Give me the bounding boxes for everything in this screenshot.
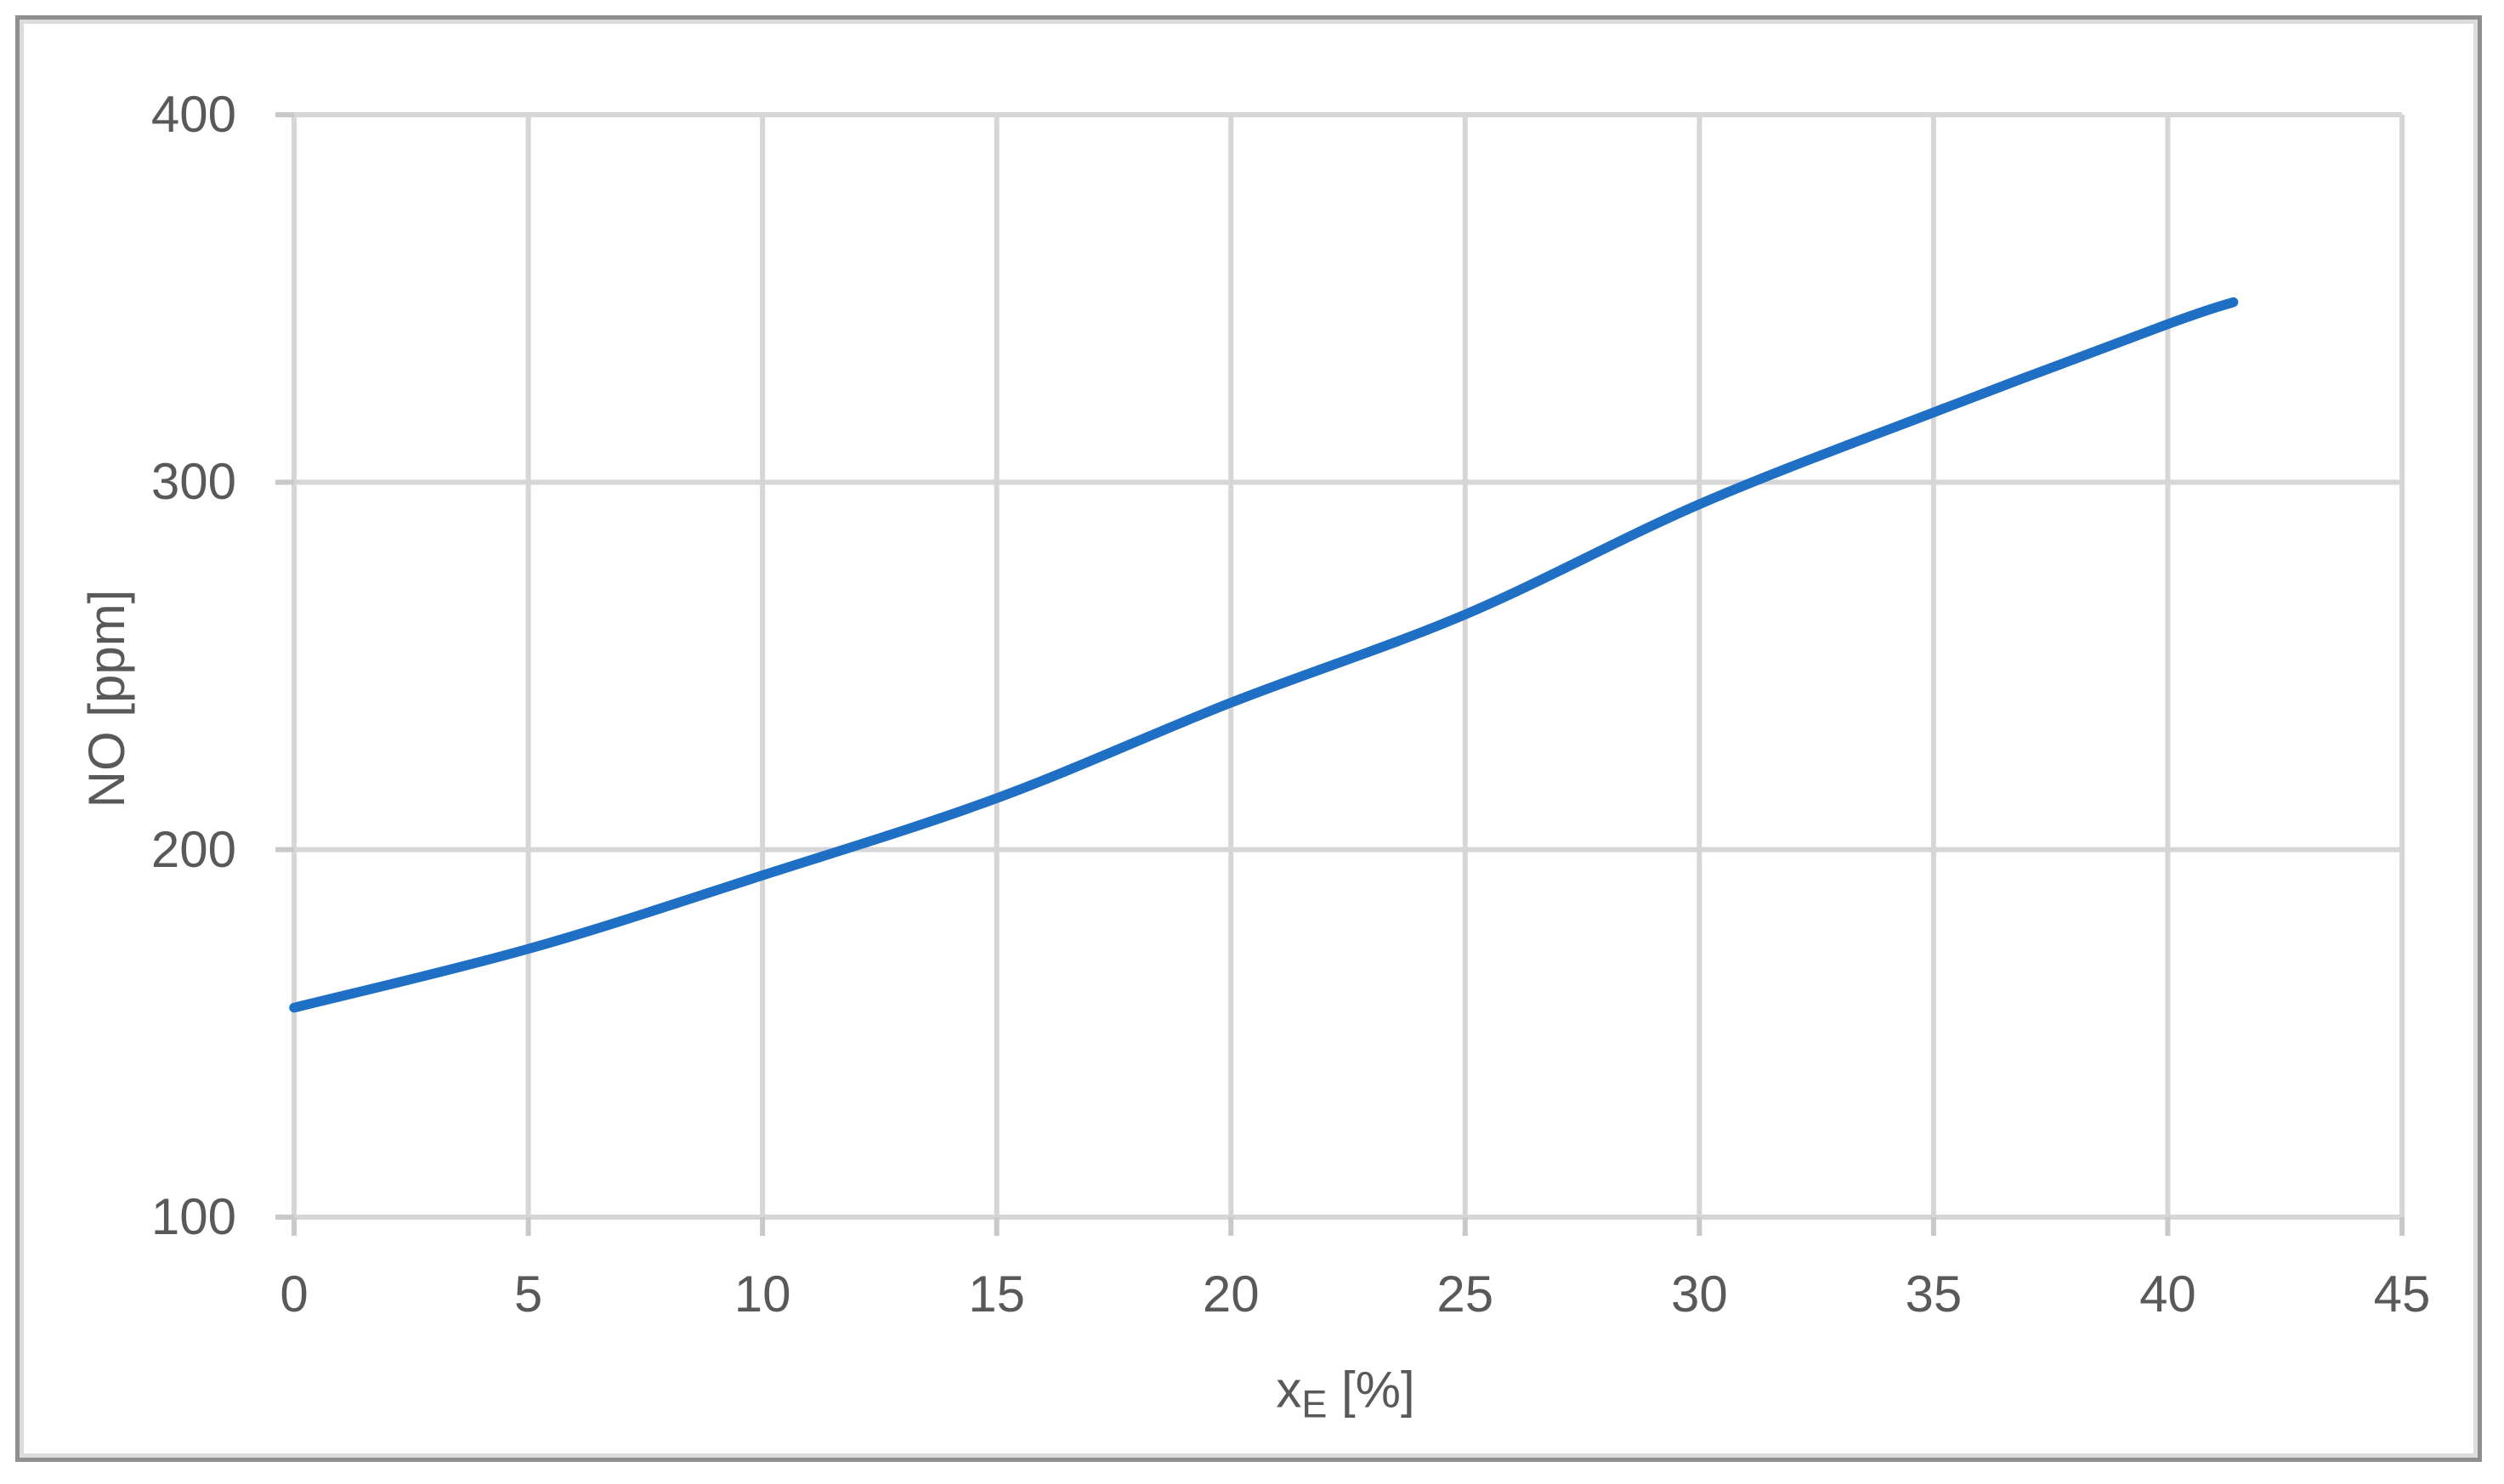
x-axis-title-symbol: x xyxy=(1276,1361,1302,1419)
y-tick-label: 400 xyxy=(150,86,236,143)
x-axis-title: xE [%] xyxy=(1276,1361,1415,1426)
x-tick-label: 15 xyxy=(968,1266,1026,1323)
x-tick-label: 0 xyxy=(280,1266,309,1323)
axis-tick-marks xyxy=(275,112,2405,1236)
y-tick-label: 200 xyxy=(150,820,236,878)
x-tick-label: 40 xyxy=(2139,1266,2196,1323)
x-tick-label: 5 xyxy=(513,1266,543,1323)
no-series-line xyxy=(289,297,2239,1013)
y-tick-label: 300 xyxy=(150,453,236,511)
x-tick-label: 30 xyxy=(1670,1266,1728,1323)
x-axis-title-unit: [%] xyxy=(1327,1361,1415,1419)
x-tick-label: 25 xyxy=(1436,1266,1494,1323)
x-tick-label: 45 xyxy=(2373,1266,2431,1323)
x-tick-label: 35 xyxy=(1905,1266,1963,1323)
x-tick-label: 20 xyxy=(1202,1266,1260,1323)
vertical-gridlines xyxy=(292,115,2405,1217)
x-axis-title-subscript: E xyxy=(1301,1382,1328,1426)
y-tick-label: 100 xyxy=(150,1188,236,1245)
horizontal-gridlines xyxy=(294,112,2402,1220)
y-axis-title: NO [ppm] xyxy=(78,589,135,808)
x-tick-label: 10 xyxy=(734,1266,791,1323)
chart-outer-border xyxy=(15,15,2482,1462)
